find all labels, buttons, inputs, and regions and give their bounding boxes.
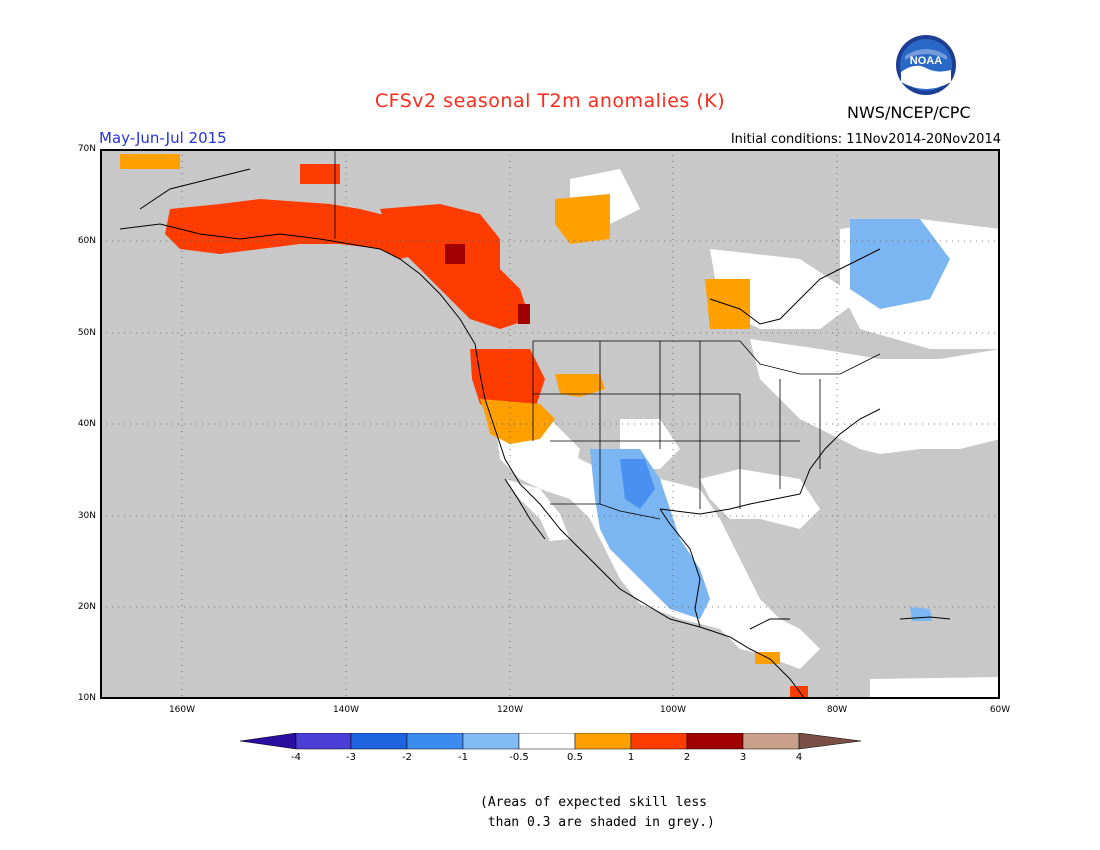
- colorbar-seg-6: [574, 733, 632, 750]
- lat-label-10n: 10N: [77, 693, 96, 703]
- lat-label-40n: 40N: [77, 419, 96, 429]
- coastlines: [119, 168, 951, 699]
- colorbar-label: -4: [291, 752, 301, 763]
- warm-regions: [120, 154, 808, 699]
- colorbar-seg-3: [406, 733, 464, 750]
- colorbar-seg-4: [462, 733, 520, 750]
- anomaly-map: [100, 149, 1000, 699]
- colorbar-arrow-right: [798, 733, 862, 750]
- skill-footnote: (Areas of expected skill less than 0.3 a…: [480, 793, 715, 833]
- lon-label-60w: 60W: [989, 705, 1011, 715]
- forecast-period: May-Jun-Jul 2015: [99, 129, 227, 147]
- colorbar-label: -2: [402, 752, 412, 763]
- map-frame: [100, 149, 1000, 699]
- cool-regions: [590, 219, 950, 621]
- borders: [334, 149, 881, 520]
- lon-label-160w: 160W: [168, 705, 196, 715]
- colorbar-label: 2: [683, 752, 691, 763]
- colorbar-label: 1: [627, 752, 635, 763]
- colorbar-label: -3: [346, 752, 356, 763]
- colorbar-label: 3: [739, 752, 747, 763]
- colorbar-seg-9: [742, 733, 800, 750]
- lat-label-20n: 20N: [77, 602, 96, 612]
- colorbar-label: 0.5: [567, 752, 583, 763]
- colorbar-label: -0.5: [509, 752, 529, 763]
- lon-label-140w: 140W: [332, 705, 360, 715]
- noaa-logo: NOAA: [896, 35, 956, 95]
- colorbar-label: -1: [458, 752, 468, 763]
- lat-label-70n: 70N: [77, 144, 96, 154]
- organization-label: NWS/NCEP/CPC: [847, 103, 971, 122]
- colorbar-seg-2: [350, 733, 408, 750]
- colorbar-seg-5: [518, 733, 576, 750]
- lon-label-80w: 80W: [826, 705, 848, 715]
- footnote-line-2: than 0.3 are shaded in grey.): [480, 815, 715, 830]
- colorbar-label: 4: [795, 752, 803, 763]
- lon-label-120w: 120W: [496, 705, 524, 715]
- lat-label-60n: 60N: [77, 236, 96, 246]
- lat-label-50n: 50N: [77, 328, 96, 338]
- colorbar-seg-1: [295, 733, 352, 750]
- colorbar-arrow-left: [240, 733, 297, 750]
- svg-text:NOAA: NOAA: [910, 55, 942, 67]
- footnote-line-1: (Areas of expected skill less: [480, 795, 707, 810]
- colorbar-seg-7: [630, 733, 688, 750]
- color-bar: [240, 733, 862, 750]
- lon-label-100w: 100W: [659, 705, 687, 715]
- map-title: CFSv2 seasonal T2m anomalies (K): [374, 90, 726, 112]
- initial-conditions: Initial conditions: 11Nov2014-20Nov2014: [730, 132, 1001, 147]
- lat-label-30n: 30N: [77, 511, 96, 521]
- colorbar-seg-8: [686, 733, 744, 750]
